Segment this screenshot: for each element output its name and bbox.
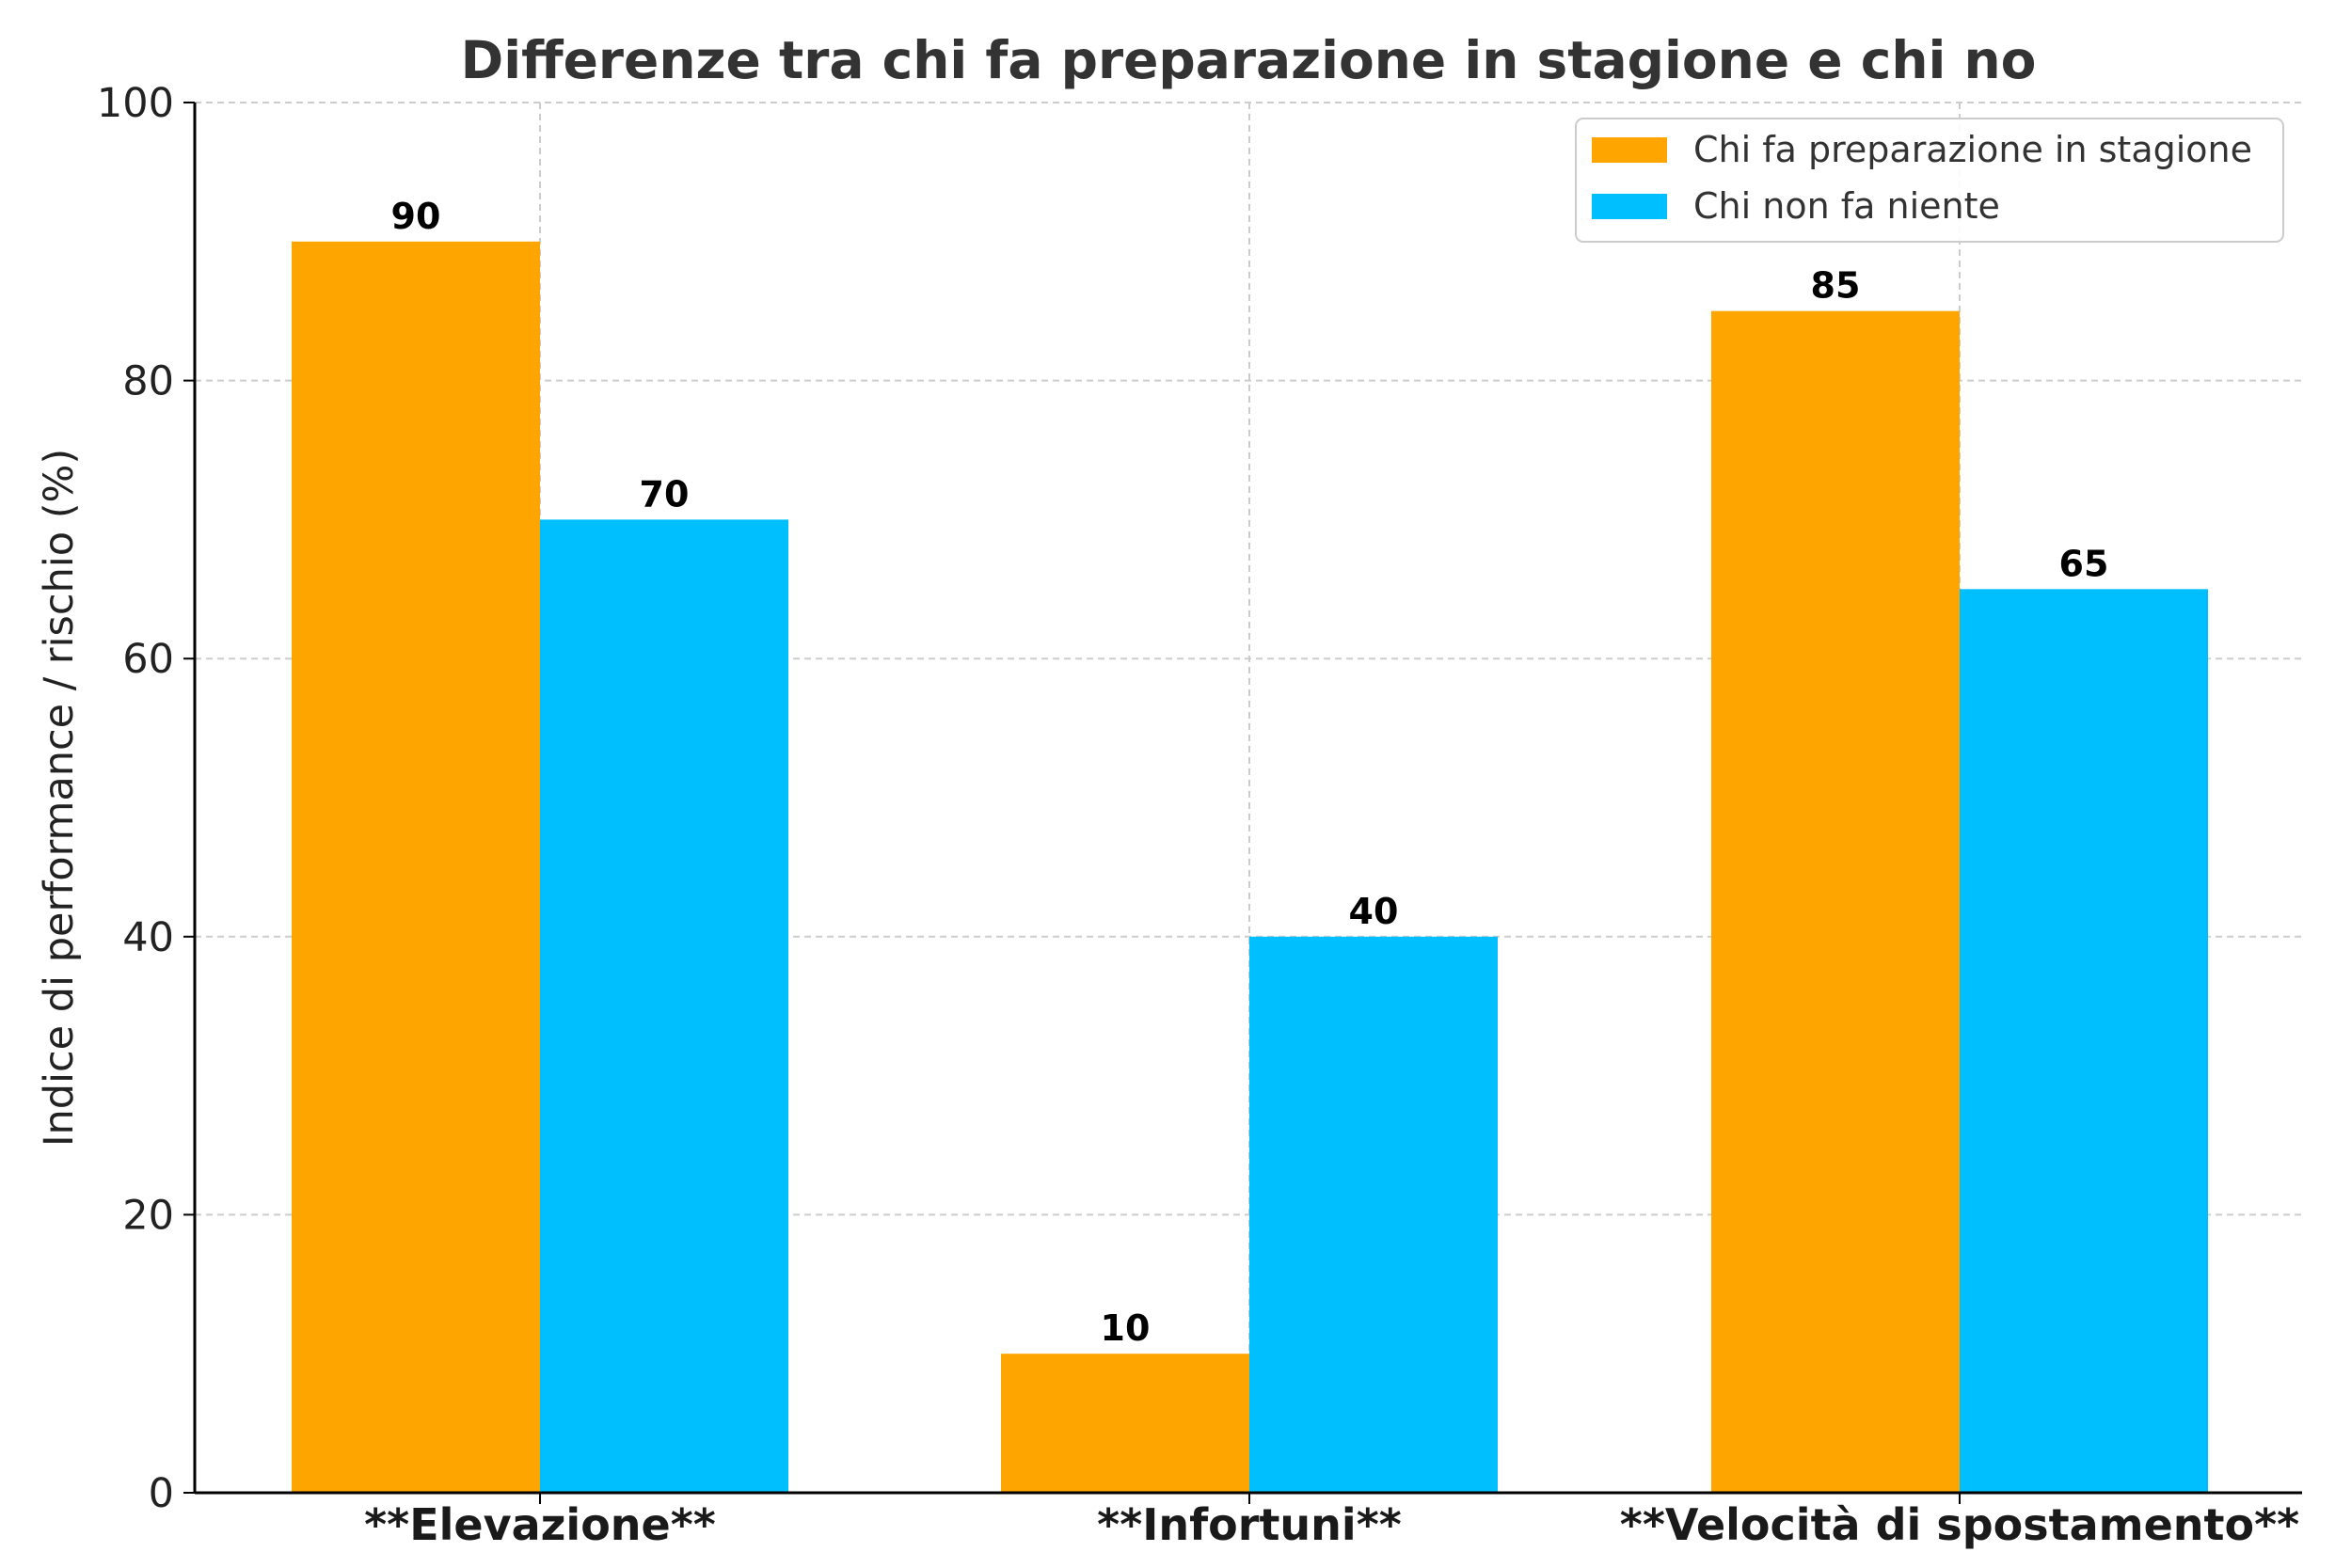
legend-box [1575,118,2284,243]
ytick-label-100: 100 [97,80,174,127]
bar-s1-c0 [540,519,788,1493]
data-label-s1-c2: 65 [2059,543,2109,584]
legend-swatch-preparazione [1592,137,1667,163]
data-label-s0-c0: 90 [391,196,441,237]
y-axis-label: Indice di performance / rischio (%) [36,449,83,1147]
bar-s0-c1 [1001,1354,1249,1493]
xtick-label-1: **Infortuni** [1097,1499,1402,1550]
labels-layer: 90 10 85 70 40 65 [391,196,2109,1349]
ytick-label-20: 20 [122,1192,174,1239]
ytick-label-60: 60 [122,636,174,683]
bar-s0-c0 [292,241,540,1493]
ytick-label-0: 0 [149,1470,174,1517]
bar-s1-c1 [1249,936,1498,1493]
ticks-layer: 0 20 40 60 80 100 **Elevazione** **Infortuni** *… [97,80,2299,1550]
chart-title: Differenze tra chi fa preparazione in st… [461,30,2037,90]
ytick-label-80: 80 [122,358,174,405]
bars-layer [292,241,2208,1494]
bar-s1-c2 [1960,589,2208,1493]
bar-s0-c2 [1711,310,1960,1494]
data-label-s0-c2: 85 [1811,265,1861,307]
data-label-s1-c1: 40 [1349,891,1399,932]
legend-label-niente: Chi non fa niente [1693,185,2000,227]
legend: Chi fa preparazione in stagione Chi non … [1575,118,2284,243]
xtick-label-0: **Elevazione** [364,1499,716,1550]
data-label-s0-c1: 10 [1101,1307,1151,1349]
data-label-s1-c0: 70 [640,473,690,515]
ytick-label-40: 40 [122,914,174,961]
xtick-label-2: **Velocità di spostamento** [1620,1499,2299,1550]
legend-label-preparazione: Chi fa preparazione in stagione [1693,129,2252,170]
legend-swatch-niente [1592,194,1667,219]
